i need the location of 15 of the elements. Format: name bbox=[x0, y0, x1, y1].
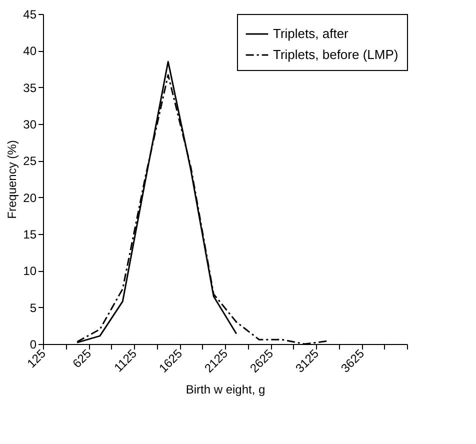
x-tick-label: 625 bbox=[70, 346, 94, 371]
x-axis-title: Birth w eight, g bbox=[186, 382, 266, 397]
y-tick-label: 20 bbox=[23, 190, 37, 205]
legend-label: Triplets, after bbox=[273, 26, 350, 41]
y-tick-label: 45 bbox=[23, 8, 37, 22]
y-tick-label: 15 bbox=[23, 228, 37, 242]
legend-label: Triplets, before (LMP) bbox=[273, 47, 398, 62]
y-tick-label: 5 bbox=[30, 300, 37, 315]
y-axis-title: Frequency (%) bbox=[5, 140, 20, 219]
y-tick-label: 40 bbox=[23, 44, 37, 58]
y-tick-label: 35 bbox=[23, 80, 37, 95]
y-tick-label: 25 bbox=[23, 154, 37, 168]
y-tick-label: 10 bbox=[23, 264, 37, 278]
y-tick-label: 0 bbox=[30, 338, 37, 352]
y-tick-label: 30 bbox=[23, 118, 37, 132]
